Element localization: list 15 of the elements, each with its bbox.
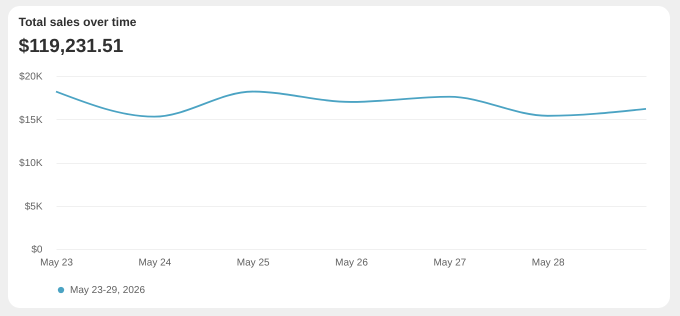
x-tick-label: May 24 — [138, 258, 172, 268]
y-tick-label: $20K — [19, 72, 43, 82]
x-tick-label: May 27 — [433, 258, 467, 268]
x-tick-label: May 28 — [532, 258, 565, 268]
y-tick-label: $5K — [24, 201, 43, 212]
x-tick-label: May 25 — [236, 258, 270, 268]
chart-title: Total sales over time — [18, 15, 137, 29]
x-tick-label: May 23 — [40, 258, 74, 268]
y-tick-label: $10K — [19, 158, 43, 169]
line-series — [55, 90, 647, 118]
y-tick-label: $0 — [31, 244, 43, 256]
chart-subtitle: $119,231.51 — [18, 36, 124, 57]
y-tick-label: $15K — [19, 114, 43, 126]
legend-label: May 23-29, 2026 — [70, 285, 146, 296]
x-tick-label: May 26 — [335, 258, 368, 268]
